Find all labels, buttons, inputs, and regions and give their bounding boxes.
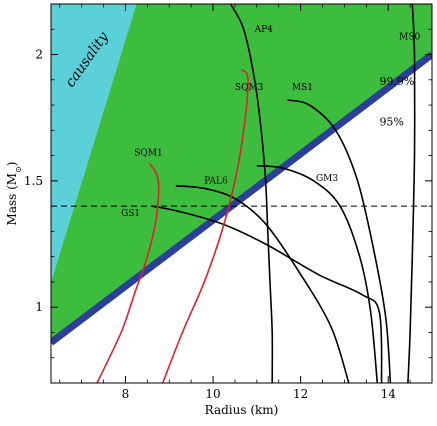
y-tick-label: 1	[35, 300, 43, 314]
y-tick-label: 1.5	[24, 174, 43, 188]
x-tick-label: 14	[381, 387, 397, 401]
y-axis-title-sub: ⊙	[14, 166, 23, 173]
curve-label-pal6: PAL6	[204, 176, 228, 186]
axes: 8 10 12 14 1 1.5 2	[24, 3, 433, 401]
x-tick-label: 8	[122, 387, 130, 401]
confidence-boundary-line	[51, 51, 432, 346]
y-axis-title-close: )	[5, 162, 19, 167]
curve-ap4	[229, 4, 274, 383]
y-axis-title: Mass (M⊙)	[5, 162, 23, 226]
causality-region	[51, 4, 137, 282]
x-tick-label: 10	[205, 387, 220, 401]
curve-label-sqm1: SQM1	[134, 149, 163, 159]
curve-label-gm3: GM3	[316, 174, 338, 184]
curve-pal6	[175, 185, 350, 383]
curve-label-ms1: MS1	[292, 83, 313, 93]
curve-sqm1	[96, 162, 160, 383]
curve-ms0	[407, 4, 416, 383]
y-axis-title-main: Mass (M	[5, 173, 19, 226]
plot-area	[51, 4, 432, 383]
curve-gm3	[256, 164, 379, 383]
curve-label-ap4: AP4	[254, 25, 274, 35]
confidence-label-2: 95%	[379, 115, 403, 128]
curve-label-gs1: GS1	[121, 209, 140, 219]
x-tick-label: 12	[293, 387, 308, 401]
y-tick-label: 2	[35, 48, 43, 62]
plot-frame	[50, 3, 433, 384]
curve-label-ms0: MS0	[399, 32, 420, 42]
curve-gs1	[151, 205, 383, 383]
curve-ms1	[287, 99, 392, 383]
curve-label-sqm3: SQM3	[235, 83, 264, 93]
confidence-label-1: 99.9%	[379, 75, 414, 88]
curve-sqm3	[161, 69, 249, 383]
x-axis-title: Radius (km)	[205, 403, 279, 417]
